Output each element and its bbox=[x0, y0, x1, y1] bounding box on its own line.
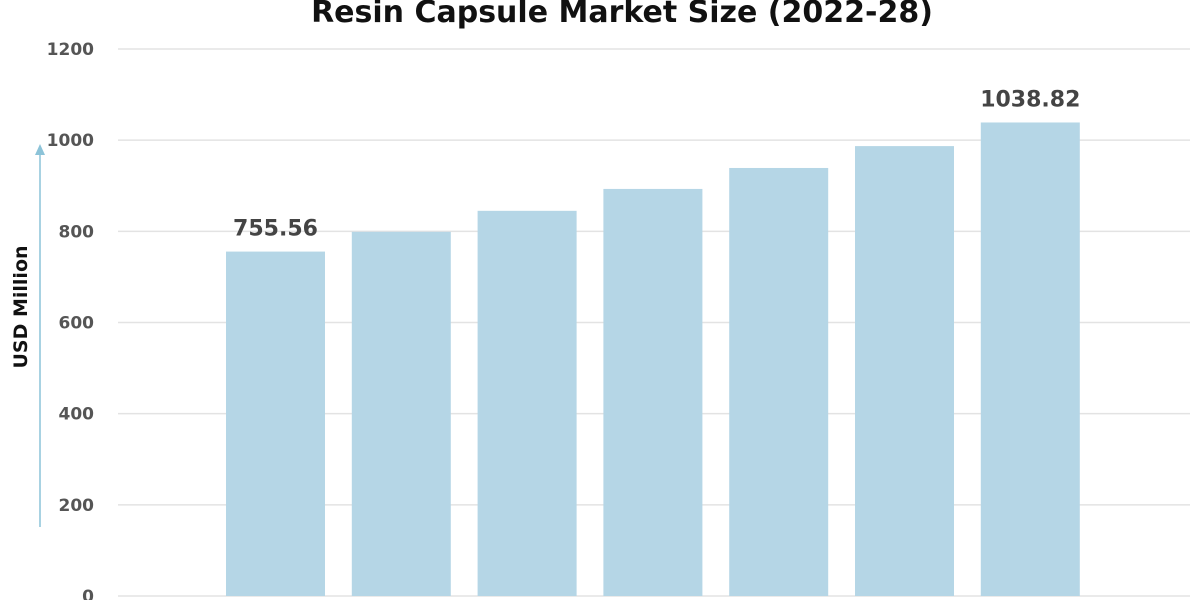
y-tick-label: 0 bbox=[82, 587, 94, 600]
data-label: 755.56 bbox=[233, 217, 318, 242]
y-tick-label: 1000 bbox=[47, 131, 94, 151]
y-tick-label: 600 bbox=[59, 314, 95, 334]
data-labels: 755.56 1038.82 bbox=[233, 87, 1080, 241]
bar-2026 bbox=[729, 167, 829, 596]
bar-2025 bbox=[603, 188, 703, 596]
y-tick-label: 800 bbox=[59, 222, 95, 242]
y-tick-label: 1200 bbox=[47, 40, 94, 60]
bar-2022 bbox=[226, 251, 325, 596]
bar-2024 bbox=[477, 210, 577, 596]
y-axis-label: USD Million bbox=[10, 245, 32, 368]
y-axis-ticks: 0 200 400 600 800 1000 1200 bbox=[47, 40, 94, 600]
data-label: 1038.82 bbox=[980, 87, 1080, 112]
bar-2023 bbox=[351, 231, 451, 596]
chart-title: Resin Capsule Market Size (2022-28) bbox=[311, 0, 933, 30]
bar-2028 bbox=[980, 122, 1080, 596]
bar-2027 bbox=[855, 146, 954, 596]
bars bbox=[226, 122, 1080, 596]
y-tick-label: 400 bbox=[59, 405, 95, 425]
y-axis-arrow bbox=[35, 144, 45, 527]
y-tick-label: 200 bbox=[59, 496, 95, 516]
